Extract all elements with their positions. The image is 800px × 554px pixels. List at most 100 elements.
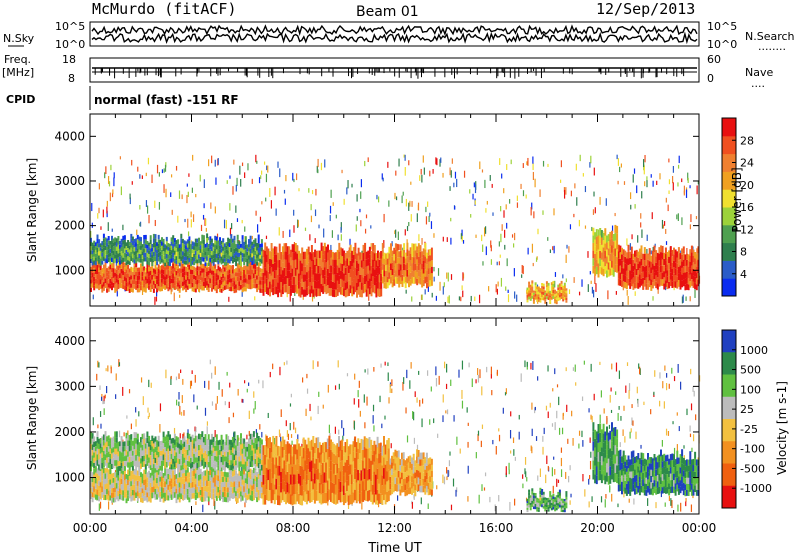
band-cell [314, 280, 317, 288]
band-cell [146, 273, 149, 279]
scatter-point [619, 442, 621, 448]
band-cell [196, 275, 199, 280]
band-cell [209, 257, 212, 263]
scatter-point [186, 194, 188, 204]
band-cell [122, 284, 125, 289]
band-cell [161, 254, 163, 259]
scatter-point [353, 421, 356, 430]
band-cell [681, 267, 684, 275]
band-cell [140, 458, 142, 464]
scatter-point [681, 178, 683, 183]
scatter-point [631, 404, 633, 409]
scatter-point [110, 164, 112, 171]
scatter-point [255, 154, 257, 163]
band-cell [424, 242, 427, 250]
band-cell [148, 276, 151, 281]
band-cell [167, 243, 170, 247]
scatter-point [282, 230, 284, 238]
scatter-point [151, 174, 153, 184]
band-cell [251, 269, 254, 275]
band-cell [133, 432, 136, 438]
band-cell [348, 265, 350, 274]
band-cell [128, 280, 131, 285]
band-cell [173, 492, 176, 498]
band-cell [177, 466, 180, 473]
scatter-point [396, 495, 399, 501]
band-cell [152, 242, 155, 248]
band-cell [152, 443, 155, 449]
band-cell [140, 492, 142, 498]
band-cell [169, 492, 171, 498]
band-cell [109, 256, 112, 261]
band-cell [94, 264, 97, 270]
band-cell [655, 262, 658, 269]
band-cell [98, 243, 101, 248]
scatter-point [421, 398, 424, 404]
band-cell [165, 274, 168, 280]
band-cell [528, 290, 531, 294]
band-cell [687, 272, 690, 279]
band-cell [215, 480, 218, 486]
band-cell [265, 278, 268, 287]
band-cell [135, 259, 138, 264]
scatter-point [624, 436, 626, 443]
band-cell [243, 480, 246, 487]
band-cell [144, 239, 147, 244]
scatter-point [427, 503, 429, 510]
band-cell [252, 278, 255, 284]
band-cell [222, 487, 225, 492]
band-cell [94, 478, 97, 484]
band-cell [130, 238, 133, 243]
band-cell [154, 463, 157, 469]
scatter-point [553, 245, 555, 254]
band-cell [207, 481, 210, 487]
scatter-point [488, 286, 490, 292]
scatter-point [531, 428, 533, 437]
band-cell [96, 264, 99, 270]
band-cell [149, 472, 152, 478]
band-cell [114, 250, 117, 255]
band-cell [236, 239, 239, 244]
scatter-point [576, 197, 578, 206]
band-cell [225, 482, 228, 488]
band-cell [595, 229, 598, 237]
band-cell [409, 279, 412, 286]
band-cell [249, 248, 252, 254]
band-cell [249, 257, 252, 262]
scatter-point [104, 172, 106, 179]
band-cell [257, 243, 260, 248]
band-cell [228, 474, 231, 480]
band-cell [673, 273, 675, 281]
band-cell [138, 288, 141, 293]
band-cell [611, 260, 613, 268]
band-cell [183, 256, 186, 261]
scatter-point [316, 165, 318, 173]
band-cell [286, 278, 289, 286]
band-cell [96, 448, 99, 455]
band-cell [148, 257, 151, 262]
band-cell [661, 252, 664, 260]
band-cell [322, 246, 325, 255]
band-cell [682, 266, 685, 273]
scatter-point [481, 234, 483, 242]
band-cell [164, 267, 167, 272]
band-cell [320, 250, 323, 260]
band-cell [430, 253, 433, 261]
band-cell [148, 441, 151, 447]
band-cell [302, 259, 305, 267]
scatter-point [232, 186, 234, 195]
band-cell [421, 257, 424, 264]
scatter-point [265, 197, 267, 202]
band-cell [241, 479, 244, 485]
scatter-point [481, 484, 483, 492]
band-cell [256, 477, 259, 483]
scatter-point [508, 469, 510, 475]
band-cell [257, 262, 260, 267]
band-cell [90, 438, 92, 444]
band-cell [111, 248, 113, 254]
band-cell [663, 252, 666, 259]
scatter-point [391, 388, 393, 394]
band-cell [630, 273, 633, 280]
band-cell [217, 486, 220, 493]
scatter-point [698, 375, 701, 382]
